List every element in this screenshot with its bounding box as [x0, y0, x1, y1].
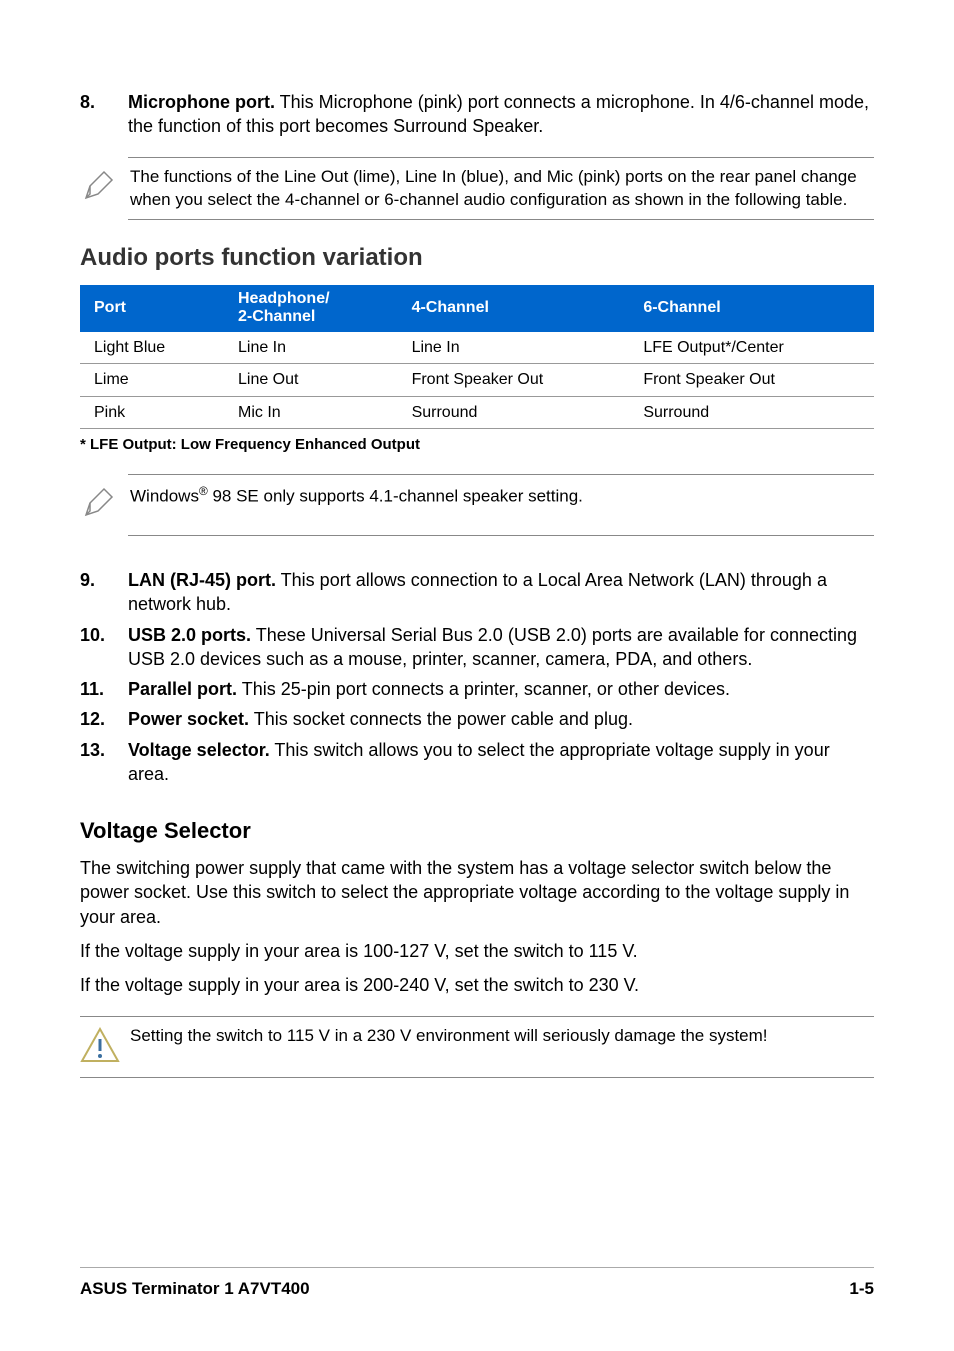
item-8-lead: Microphone port. [128, 92, 275, 112]
audio-ports-table: Port Headphone/ 2-Channel 4-Channel 6-Ch… [80, 285, 874, 430]
warning-voltage-text: Setting the switch to 115 V in a 230 V e… [130, 1025, 874, 1048]
item-11-num: 11. [80, 677, 128, 701]
vs-paragraph-2: If the voltage supply in your area is 10… [80, 939, 874, 963]
col-6ch: 6-Channel [629, 285, 874, 332]
note-windows98: Windows® 98 SE only supports 4.1-channel… [128, 474, 874, 536]
item-10-num: 10. [80, 623, 128, 672]
voltage-selector-heading: Voltage Selector [80, 816, 874, 846]
table-row: Light Blue Line In Line In LFE Output*/C… [80, 332, 874, 364]
item-11-lead: Parallel port. [128, 679, 237, 699]
cell: Line In [398, 332, 630, 364]
note2-pre: Windows [130, 486, 199, 505]
note-audio-ports-text: The functions of the Line Out (lime), Li… [130, 166, 874, 212]
col-4ch: 4-Channel [398, 285, 630, 332]
audio-ports-heading: Audio ports function variation [80, 242, 874, 274]
footer-product: ASUS Terminator 1 A7VT400 [80, 1278, 310, 1301]
item-9-lead: LAN (RJ-45) port. [128, 570, 276, 590]
cell: Light Blue [80, 332, 224, 364]
note-audio-ports: The functions of the Line Out (lime), Li… [128, 157, 874, 221]
item-8-num: 8. [80, 90, 128, 139]
cell: Line Out [224, 364, 398, 397]
registered-icon: ® [199, 484, 208, 498]
cell: Lime [80, 364, 224, 397]
item-12-num: 12. [80, 707, 128, 731]
note-windows98-text: Windows® 98 SE only supports 4.1-channel… [130, 483, 874, 509]
warning-voltage: Setting the switch to 115 V in a 230 V e… [80, 1016, 874, 1078]
table-row: Pink Mic In Surround Surround [80, 396, 874, 429]
cell: Surround [629, 396, 874, 429]
table-row: Lime Line Out Front Speaker Out Front Sp… [80, 364, 874, 397]
cell: Front Speaker Out [398, 364, 630, 397]
pencil-icon [80, 166, 130, 210]
col-2ch: Headphone/ 2-Channel [224, 285, 398, 332]
item-10-lead: USB 2.0 ports. [128, 625, 251, 645]
vs-paragraph-1: The switching power supply that came wit… [80, 856, 874, 929]
page-footer: ASUS Terminator 1 A7VT400 1-5 [80, 1267, 874, 1301]
vs-paragraph-3: If the voltage supply in your area is 20… [80, 973, 874, 997]
item-12-lead: Power socket. [128, 709, 249, 729]
item-13-num: 13. [80, 738, 128, 787]
item-11: 11. Parallel port. This 25-pin port conn… [80, 677, 874, 701]
col-port: Port [80, 285, 224, 332]
item-12-rest: This socket connects the power cable and… [249, 709, 633, 729]
cell: Surround [398, 396, 630, 429]
footer-page: 1-5 [849, 1278, 874, 1301]
pencil-icon [80, 483, 130, 527]
cell: Pink [80, 396, 224, 429]
note2-post: 98 SE only supports 4.1-channel speaker … [208, 486, 583, 505]
item-13: 13. Voltage selector. This switch allows… [80, 738, 874, 787]
warning-icon [80, 1025, 130, 1069]
cell: Front Speaker Out [629, 364, 874, 397]
cell: LFE Output*/Center [629, 332, 874, 364]
item-11-rest: This 25-pin port connects a printer, sca… [237, 679, 730, 699]
cell: Mic In [224, 396, 398, 429]
cell: Line In [224, 332, 398, 364]
item-13-lead: Voltage selector. [128, 740, 270, 760]
lfe-footnote: * LFE Output: Low Frequency Enhanced Out… [80, 435, 874, 455]
item-8-body: Microphone port. This Microphone (pink) … [128, 90, 874, 139]
item-10: 10. USB 2.0 ports. These Universal Seria… [80, 623, 874, 672]
item-12: 12. Power socket. This socket connects t… [80, 707, 874, 731]
item-9-num: 9. [80, 568, 128, 617]
item-9: 9. LAN (RJ-45) port. This port allows co… [80, 568, 874, 617]
item-8: 8. Microphone port. This Microphone (pin… [80, 90, 874, 139]
